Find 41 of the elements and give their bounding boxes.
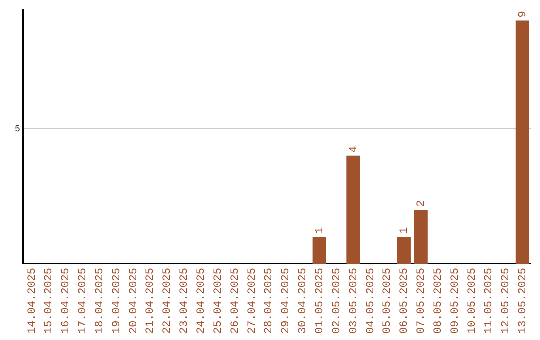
- x-tick-label: 08.05.2025: [432, 268, 445, 334]
- x-tick-label: 07.05.2025: [416, 268, 428, 334]
- x-tick-label: 03.05.2025: [348, 268, 360, 334]
- x-tick-label: 09.05.2025: [450, 268, 462, 334]
- x-tick-label: 01.05.2025: [314, 268, 326, 334]
- data-label: 9: [518, 11, 530, 18]
- x-tick-label: 15.04.2025: [44, 268, 56, 334]
- data-label: 2: [416, 200, 428, 207]
- x-tick-label: 24.04.2025: [196, 268, 208, 334]
- x-tick-label: 27.04.2025: [246, 268, 259, 334]
- x-tick-label: 20.04.2025: [128, 268, 140, 334]
- data-label: 1: [399, 226, 412, 234]
- x-tick-label: 30.04.2025: [298, 268, 310, 334]
- x-tick-label: 19.04.2025: [111, 268, 124, 334]
- x-tick-label: 22.04.2025: [162, 268, 174, 334]
- x-tick-label: 26.04.2025: [230, 268, 242, 334]
- x-tick-label: 10.05.2025: [466, 268, 479, 334]
- bar: [346, 156, 360, 264]
- bar: [397, 236, 411, 264]
- x-tick-label: 25.04.2025: [212, 268, 225, 334]
- x-tick-label: 05.05.2025: [382, 268, 394, 334]
- x-tick-label: 28.04.2025: [264, 268, 276, 334]
- x-tick-label: 23.04.2025: [179, 268, 192, 334]
- bar: [516, 20, 530, 264]
- x-tick-label: 18.04.2025: [94, 268, 106, 334]
- x-tick-label: 12.05.2025: [500, 268, 513, 334]
- x-tick-label: 06.05.2025: [399, 268, 412, 334]
- x-tick-label: 13.05.2025: [518, 268, 530, 334]
- x-tick-label: 16.04.2025: [60, 268, 73, 334]
- bar: [414, 210, 428, 264]
- y-tick-label: 5: [14, 124, 20, 134]
- data-label: 1: [314, 226, 326, 234]
- data-label: 4: [348, 146, 360, 153]
- x-tick-label: 21.04.2025: [145, 268, 158, 334]
- x-tick-label: 11.05.2025: [484, 268, 496, 334]
- x-tick-label: 17.04.2025: [78, 268, 90, 334]
- x-tick-label: 14.04.2025: [26, 268, 39, 334]
- x-tick-label: 29.04.2025: [280, 268, 293, 334]
- bar: [312, 236, 326, 264]
- x-tick-label: 02.05.2025: [331, 268, 344, 334]
- x-tick-label: 04.05.2025: [365, 268, 378, 334]
